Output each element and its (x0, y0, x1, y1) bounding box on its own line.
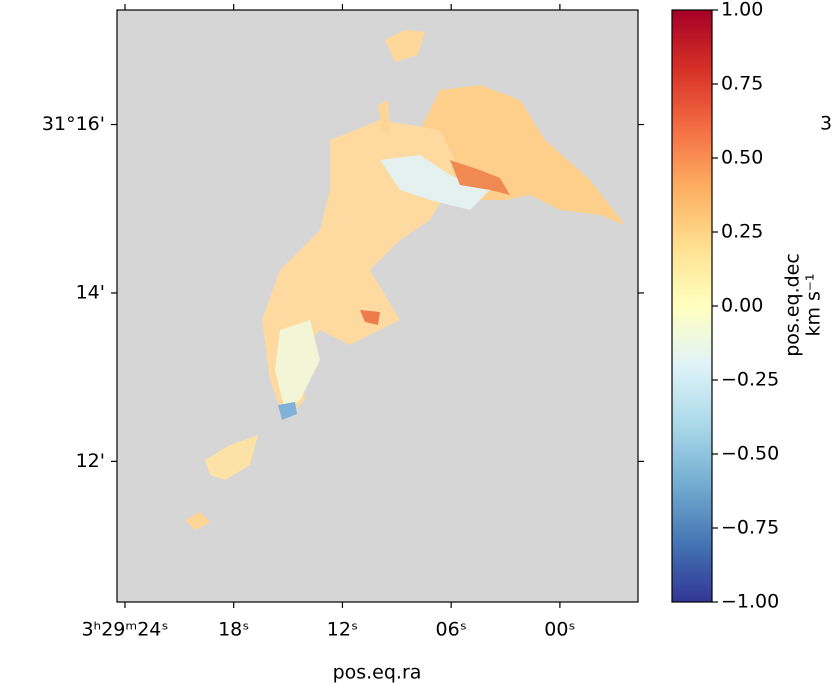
y-tick-label: 31°16' (42, 113, 105, 135)
colorbar (671, 9, 713, 603)
emission-region (378, 100, 390, 135)
colorbar-tick-label: 0.00 (721, 295, 763, 317)
right-label-fragment: 3 (820, 113, 832, 135)
colorbar-tick-label: −1.00 (721, 591, 779, 613)
emission-region (385, 30, 425, 62)
x-axis-label: pos.eq.ra (333, 662, 422, 684)
colorbar-tick-label: 0.75 (721, 73, 763, 95)
x-tick-label: 00ˢ (544, 619, 575, 641)
y-axis-label: pos.eq.dec (782, 253, 804, 357)
emission-map (185, 30, 625, 530)
emission-region (185, 512, 210, 530)
emission-region (450, 160, 510, 195)
x-tick-label: 3ʰ29ᵐ24ˢ (81, 619, 168, 641)
emission-region (205, 435, 258, 480)
y-tick-label: 12' (76, 450, 105, 472)
plot-frame (116, 9, 639, 603)
colorbar-tick-label: 0.50 (721, 147, 763, 169)
colorbar-tick-label: 1.00 (721, 0, 763, 21)
emission-region (380, 155, 490, 210)
colorbar-tick-label: −0.25 (721, 369, 779, 391)
y-tick-label: 14' (76, 281, 105, 303)
colorbar-tick-label: 0.25 (721, 221, 763, 243)
colorbar-tick-label: −0.75 (721, 517, 779, 539)
colorbar-label: km s⁻¹ (803, 273, 825, 336)
x-tick-label: 12ˢ (327, 619, 358, 641)
x-tick-label: 06ˢ (436, 619, 467, 641)
emission-region (275, 320, 320, 410)
emission-region (262, 120, 460, 420)
emission-region (360, 310, 380, 325)
emission-region (278, 402, 297, 420)
colorbar-tick-label: −0.50 (721, 443, 779, 465)
x-tick-label: 18ˢ (218, 619, 249, 641)
